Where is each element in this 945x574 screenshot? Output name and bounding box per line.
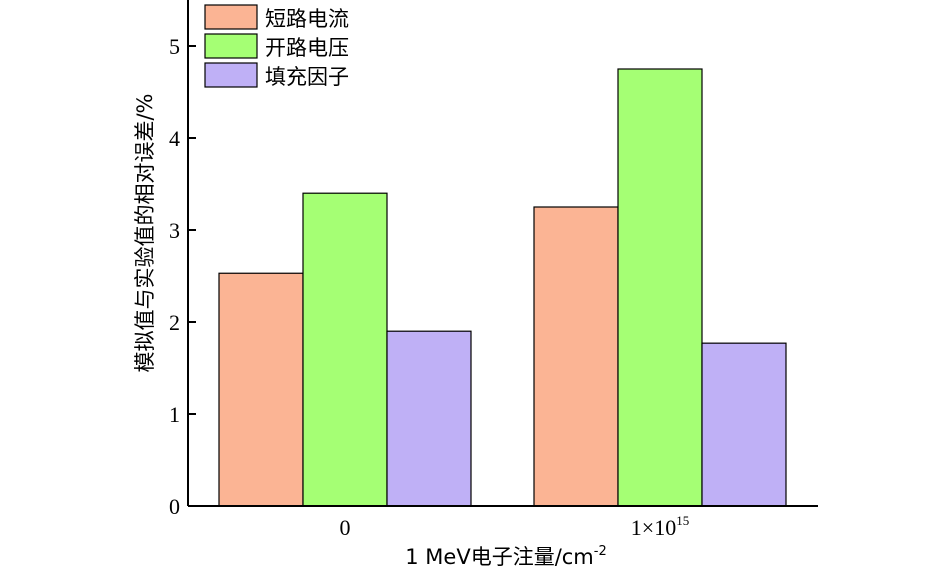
- bar: [302, 192, 388, 507]
- y-tick-label: 4: [169, 126, 180, 151]
- legend-swatch: [204, 4, 258, 30]
- legend-label: 短路电流: [265, 7, 349, 31]
- bar: [386, 330, 472, 507]
- y-tick-label: 0: [169, 494, 180, 519]
- x-tick-label-main: 0: [340, 515, 351, 540]
- bar-group: [218, 192, 472, 507]
- legend-item: 开路电压: [204, 33, 349, 60]
- legend-swatch: [204, 62, 258, 88]
- bar: [218, 272, 304, 507]
- x-axis-title: 1 MeV电子注量/cm-2: [405, 544, 607, 569]
- x-axis-title-superscript: -2: [594, 544, 607, 559]
- x-tick-label-superscript: 15: [676, 513, 689, 528]
- legend-item: 填充因子: [204, 62, 349, 89]
- y-tick-label: 1: [169, 402, 180, 427]
- legend-label: 开路电压: [265, 36, 349, 60]
- legend-label: 填充因子: [265, 65, 349, 89]
- legend-swatch: [204, 33, 258, 59]
- x-tick-label: 1×1015: [631, 513, 689, 540]
- y-tick-label: 2: [169, 310, 180, 335]
- bar: [533, 206, 619, 507]
- legend-item: 短路电流: [204, 4, 349, 31]
- bar-group: [533, 68, 787, 507]
- x-tick-label: 0: [340, 515, 351, 540]
- bars: [218, 68, 787, 507]
- x-axis: 0 1×1015: [188, 505, 818, 540]
- x-axis-title-main: 1 MeV电子注量/cm: [405, 545, 594, 569]
- y-tick-label: 3: [169, 218, 180, 243]
- y-axis: 0 1 2 3 4 5: [169, 0, 196, 519]
- x-tick-label-main: 1×10: [631, 515, 676, 540]
- bar: [701, 342, 787, 507]
- y-axis-title: 模拟值与实验值的相对误差/%: [133, 93, 157, 372]
- y-tick-label: 5: [169, 34, 180, 59]
- bar: [617, 68, 703, 507]
